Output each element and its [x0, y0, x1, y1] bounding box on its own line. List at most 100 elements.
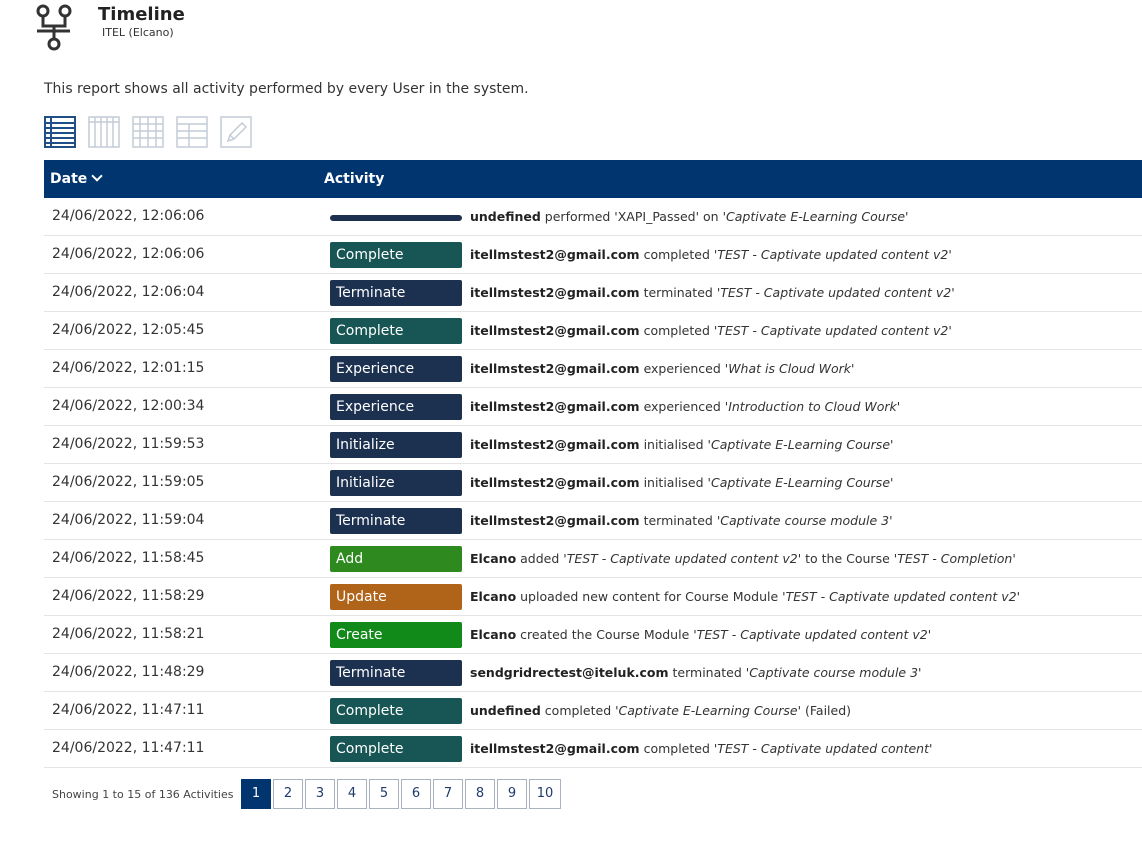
page-subtitle: ITEL (Elcano): [102, 26, 174, 39]
activity-badge: Complete: [330, 736, 462, 762]
activity-object: 'Captivate E-Learning Course': [707, 475, 894, 490]
page-button-5[interactable]: 5: [369, 779, 399, 809]
row-date: 24/06/2022, 11:59:05: [52, 474, 205, 490]
activity-tail: (Failed): [801, 703, 852, 718]
activity-text: itellmstest2@gmail.com initialised 'Capt…: [470, 437, 893, 452]
activity-actor: Elcano: [470, 627, 517, 642]
page-button-7[interactable]: 7: [433, 779, 463, 809]
page-button-8[interactable]: 8: [465, 779, 495, 809]
report-description: This report shows all activity performed…: [44, 81, 529, 97]
activity-object: 'TEST - Captivate updated content v2': [716, 285, 955, 300]
row-date: 24/06/2022, 12:06:06: [52, 208, 205, 224]
list-view-icon[interactable]: [44, 116, 76, 148]
row-date: 24/06/2022, 11:48:29: [52, 664, 205, 680]
activity-actor: itellmstest2@gmail.com: [470, 513, 640, 528]
table-row: 24/06/2022, 11:47:11 Complete undefined co…: [44, 692, 1142, 730]
page-button-9[interactable]: 9: [497, 779, 527, 809]
chevron-down-icon: [91, 170, 103, 182]
activity-badge: Initialize: [330, 432, 462, 458]
activity-object: 'TEST - Captivate updated content v2': [713, 247, 952, 262]
activity-badge: Initialize: [330, 470, 462, 496]
activity-verb: completed: [540, 703, 616, 718]
activity-object: 'TEST - Captivate updated content v2': [713, 323, 952, 338]
activity-verb: uploaded new content for Course Module: [516, 589, 783, 604]
activity-verb: terminated: [639, 285, 717, 300]
activity-text: undefined performed 'XAPI_Passed' on 'Ca…: [470, 209, 909, 224]
page-button-3[interactable]: 3: [305, 779, 335, 809]
page-button-4[interactable]: 4: [337, 779, 367, 809]
table-row: 24/06/2022, 12:05:45 Complete itellmstest2…: [44, 312, 1142, 350]
row-date: 24/06/2022, 11:59:04: [52, 512, 205, 528]
row-date: 24/06/2022, 12:01:15: [52, 360, 205, 376]
activity-text: itellmstest2@gmail.com completed 'TEST -…: [470, 741, 932, 756]
page-header: Timeline ITEL (Elcano): [34, 2, 185, 52]
activity-badge: Experience: [330, 394, 462, 420]
activity-object: 'TEST - Captivate updated content v2': [693, 627, 932, 642]
activity-tail: to the Course: [801, 551, 894, 566]
table-row: 24/06/2022, 11:59:04 Terminate itellmstest…: [44, 502, 1142, 540]
activity-table: Date Activity 24/06/2022, 12:06:06 undefi…: [44, 160, 1142, 768]
columns-view-icon[interactable]: [88, 116, 120, 148]
page-title: Timeline: [98, 4, 185, 25]
activity-verb: terminated: [639, 513, 717, 528]
activity-badge: Update: [330, 584, 462, 610]
header-titles: Timeline ITEL (Elcano): [98, 4, 298, 40]
row-date: 24/06/2022, 11:58:29: [52, 588, 205, 604]
row-date: 24/06/2022, 11:47:11: [52, 740, 205, 756]
activity-badge: Terminate: [330, 660, 462, 686]
activity-object: 'Captivate E-Learning Course': [615, 703, 802, 718]
table-view-icon[interactable]: [176, 116, 208, 148]
page-button-6[interactable]: 6: [401, 779, 431, 809]
page-button-10[interactable]: 10: [529, 779, 561, 809]
page-buttons: 1 2 3 4 5 6 7 8 9 10: [241, 779, 563, 809]
activity-object: 'TEST - Captivate updated content': [713, 741, 933, 756]
activity-text: Elcano added 'TEST - Captivate updated c…: [470, 551, 1016, 566]
activity-object: 'Captivate course module 3': [745, 665, 922, 680]
activity-actor: itellmstest2@gmail.com: [470, 285, 640, 300]
activity-badge: Add: [330, 546, 462, 572]
activity-text: undefined completed 'Captivate E-Learnin…: [470, 703, 851, 718]
activity-actor: itellmstest2@gmail.com: [470, 323, 640, 338]
table-row: 24/06/2022, 11:48:29 Terminate sendgridrec…: [44, 654, 1142, 692]
activity-text: itellmstest2@gmail.com terminated 'Capti…: [470, 513, 893, 528]
row-date: 24/06/2022, 12:06:04: [52, 284, 205, 300]
activity-verb: initialised: [639, 475, 708, 490]
table-body: 24/06/2022, 12:06:06 undefined performed …: [44, 198, 1142, 768]
activity-verb: completed: [639, 323, 714, 338]
activity-verb: created the Course Module: [516, 627, 694, 642]
activity-badge: [330, 215, 462, 221]
date-column-header[interactable]: Date: [50, 170, 103, 187]
table-row: 24/06/2022, 12:06:04 Terminate itellmstest…: [44, 274, 1142, 312]
table-row: 24/06/2022, 11:59:53 Initialize itellmstes…: [44, 426, 1142, 464]
date-header-label: Date: [50, 171, 88, 187]
row-date: 24/06/2022, 11:59:53: [52, 436, 205, 452]
activity-actor: itellmstest2@gmail.com: [470, 247, 640, 262]
activity-actor: itellmstest2@gmail.com: [470, 399, 640, 414]
table-row: 24/06/2022, 12:00:34 Experience itellmstes…: [44, 388, 1142, 426]
activity-badge: Terminate: [330, 280, 462, 306]
table-row: 24/06/2022, 11:58:29 Update Elcano uploade…: [44, 578, 1142, 616]
activity-text: itellmstest2@gmail.com completed 'TEST -…: [470, 323, 952, 338]
edit-icon[interactable]: [220, 116, 252, 148]
page-button-2[interactable]: 2: [273, 779, 303, 809]
page-button-1[interactable]: 1: [241, 779, 271, 809]
activity-actor: itellmstest2@gmail.com: [470, 475, 640, 490]
activity-text: itellmstest2@gmail.com experienced 'What…: [470, 361, 854, 376]
activity-badge: Experience: [330, 356, 462, 382]
activity-object: 'Captivate E-Learning Course': [722, 209, 909, 224]
activity-actor: Elcano: [470, 589, 517, 604]
row-date: 24/06/2022, 12:06:06: [52, 246, 205, 262]
activity-badge: Complete: [330, 242, 462, 268]
table-row: 24/06/2022, 11:58:45 Add Elcano added 'TES…: [44, 540, 1142, 578]
grid-view-icon[interactable]: [132, 116, 164, 148]
table-row: 24/06/2022, 12:06:06 undefined performed …: [44, 198, 1142, 236]
row-date: 24/06/2022, 12:05:45: [52, 322, 205, 338]
activity-text: Elcano uploaded new content for Course M…: [470, 589, 1020, 604]
table-row: 24/06/2022, 12:06:06 Complete itellmstest2…: [44, 236, 1142, 274]
table-header: Date Activity: [44, 160, 1142, 198]
table-row: 24/06/2022, 11:58:21 Create Elcano created…: [44, 616, 1142, 654]
activity-badge: Create: [330, 622, 462, 648]
activity-object: 'Captivate course module 3': [716, 513, 893, 528]
row-date: 24/06/2022, 11:47:11: [52, 702, 205, 718]
